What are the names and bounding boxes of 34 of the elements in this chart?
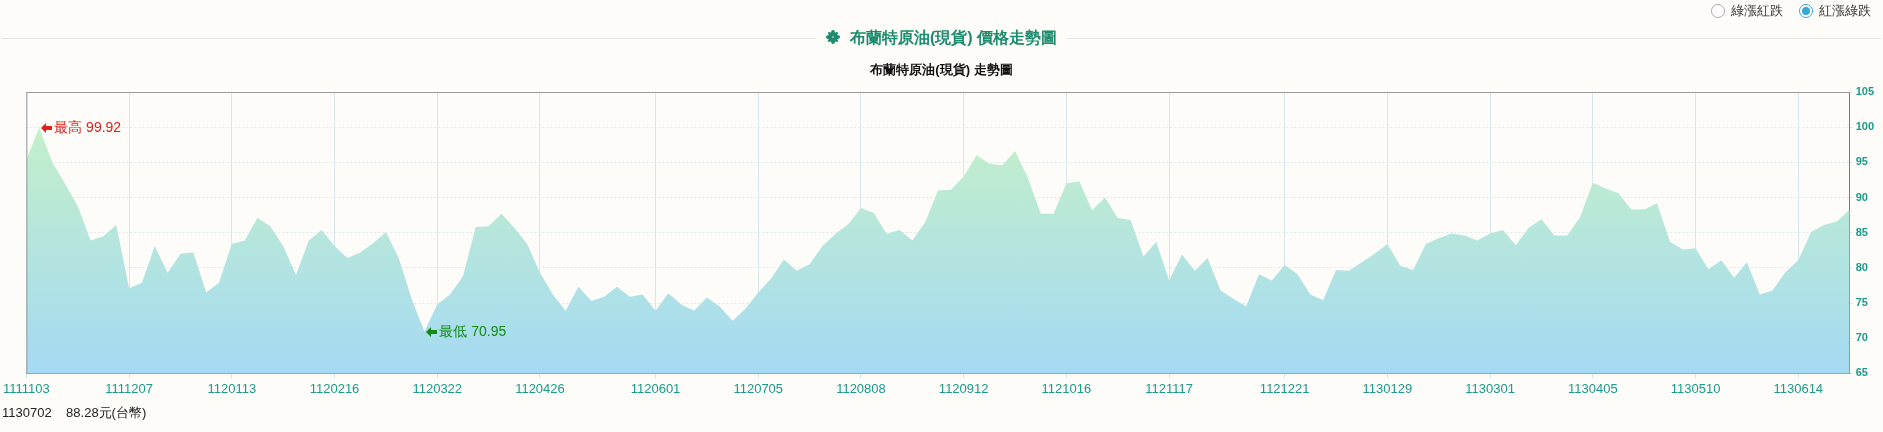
y-tick-label: 95 <box>1855 155 1868 168</box>
x-tick-label: 1120113 <box>207 380 257 396</box>
y-tick-label: 80 <box>1855 260 1868 273</box>
y-tick-label: 100 <box>1855 120 1875 133</box>
text: 紅漲綠跌 <box>1819 2 1871 20</box>
x-tick-label: 1120705 <box>733 380 784 396</box>
text: 綠漲紅跌 <box>1731 2 1783 20</box>
x-tick-label: 1120216 <box>309 380 360 396</box>
x-tick-label: 1121117 <box>1145 380 1193 396</box>
x-tick-label: 1121016 <box>1041 380 1092 396</box>
x-tick-label: 1111103 <box>2 380 50 396</box>
x-tick-label: 1130405 <box>1568 380 1618 396</box>
y-tick-label: 105 <box>1855 85 1875 98</box>
x-tick-label: 1130301 <box>1465 380 1515 396</box>
x-tick-label: 1121221 <box>1259 380 1310 396</box>
x-tick-label: 1130614 <box>1773 380 1824 396</box>
y-tick-label: 70 <box>1855 331 1868 344</box>
text: 1130702 88.28元(台幣) <box>2 404 147 422</box>
y-tick-label: 75 <box>1855 296 1868 309</box>
x-tick-label: 1111207 <box>105 380 153 396</box>
x-tick-label: 1120426 <box>515 380 565 396</box>
x-tick-label: 1120322 <box>412 380 463 396</box>
x-tick-label: 1120808 <box>836 380 886 396</box>
x-tick-label: 1130129 <box>1362 380 1413 396</box>
y-tick-label: 90 <box>1855 190 1868 203</box>
y-tick-label: 85 <box>1855 225 1868 238</box>
annotation: 最高 99.92 <box>54 118 122 137</box>
chart-title: 布蘭特原油(現貨) 價格走勢圖 <box>849 29 1058 46</box>
x-tick-label: 1120601 <box>630 380 681 396</box>
x-tick-label: 1130510 <box>1670 380 1721 396</box>
y-tick-label: 65 <box>1855 366 1868 379</box>
chart-subtitle: 布蘭特原油(現貨) 走勢圖 <box>869 61 1014 79</box>
annotation: 最低 70.95 <box>439 322 507 341</box>
x-tick-label: 1120912 <box>938 380 989 396</box>
